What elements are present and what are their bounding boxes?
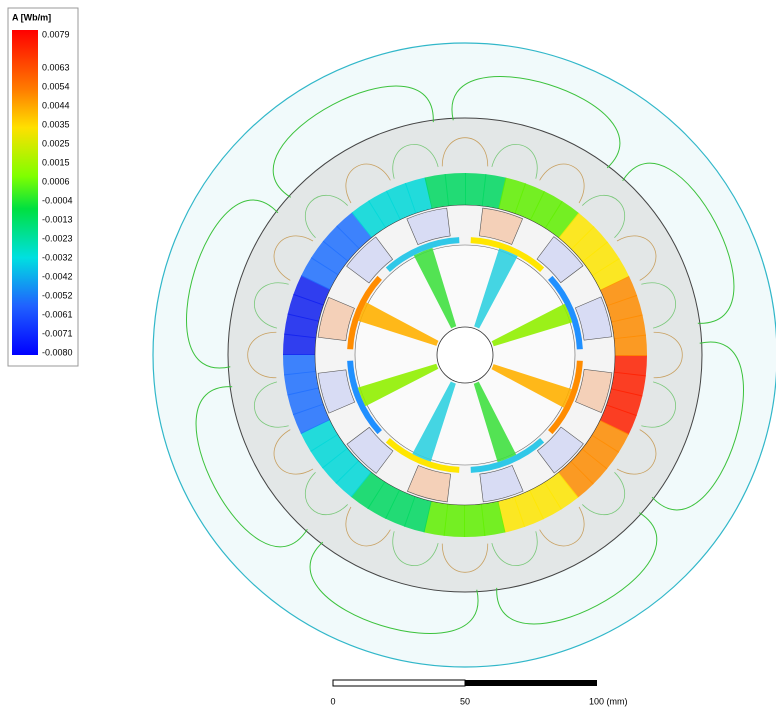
legend-label: -0.0004 [42,195,73,205]
legend-label: 0.0015 [42,157,70,167]
legend-label: -0.0080 [42,347,73,357]
legend-label: -0.0042 [42,271,73,281]
stator-band [445,173,466,206]
legend-label: 0.0035 [42,119,70,129]
legend-label: -0.0052 [42,290,73,300]
legend-label: 0.0006 [42,176,70,186]
stator-band [464,504,485,537]
page: {"legend": {"title": "A [Wb/m]", "labels… [0,0,776,711]
stator-band [283,354,316,375]
scale-label: 0 [330,696,335,706]
legend-label: 0.0044 [42,100,70,110]
scale-bar-white [333,680,465,686]
legend-label: 0.0063 [42,62,70,72]
legend-label: 0.0025 [42,138,70,148]
legend-title: A [Wb/m] [12,12,51,22]
scale-label: 100 (mm) [589,696,628,706]
viewport: A [Wb/m] 0.0079 0.0063 0.0054 0.0044 0.0035 0… [0,0,776,711]
scale-bar-black [465,680,597,686]
shaft [437,327,493,383]
legend-label: 0.0079 [42,29,70,39]
color-bar [12,30,38,355]
legend-label: -0.0013 [42,214,73,224]
legend-label: -0.0071 [42,328,73,338]
stator-band [614,335,647,356]
legend-label: -0.0023 [42,233,73,243]
legend-label: -0.0061 [42,309,73,319]
legend-label: 0.0054 [42,81,70,91]
legend-label: -0.0032 [42,252,73,262]
scale-label: 50 [460,696,470,706]
